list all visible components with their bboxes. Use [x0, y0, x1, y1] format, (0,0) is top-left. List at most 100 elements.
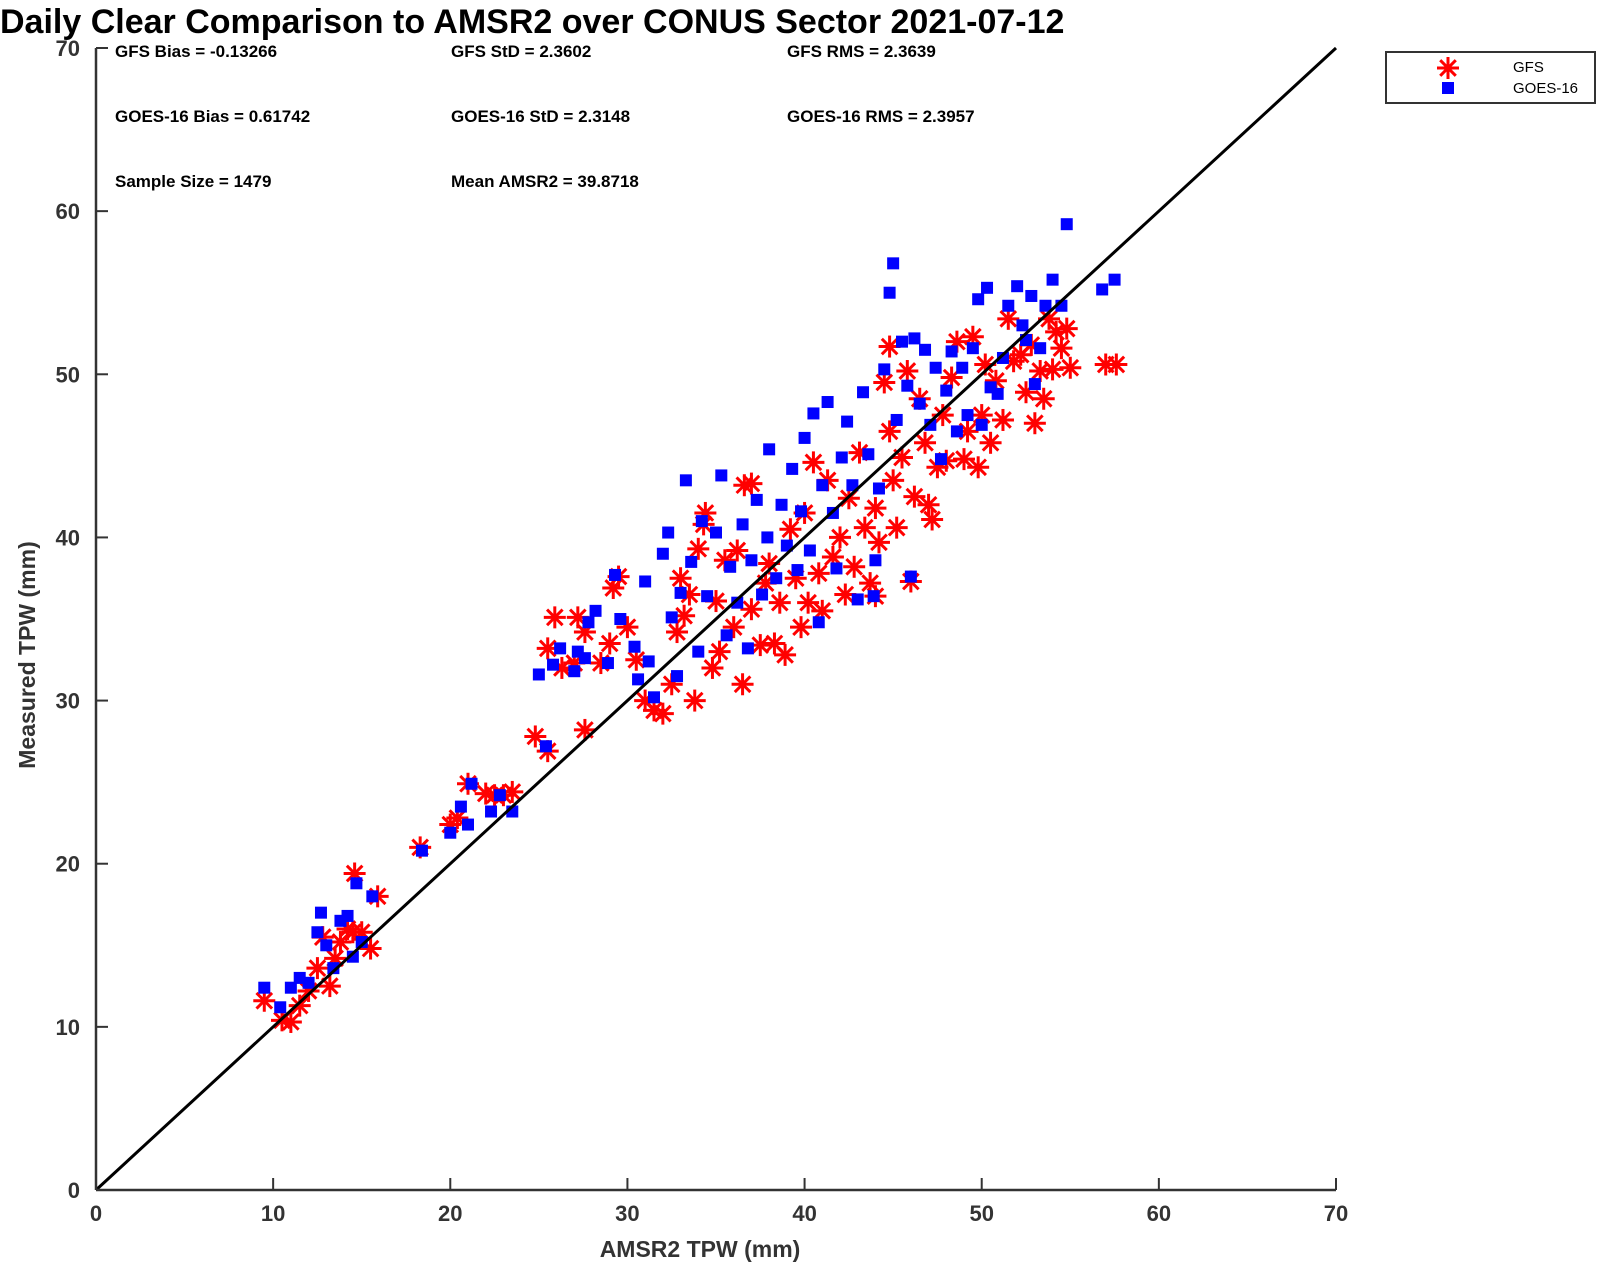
goes-point: [346, 950, 359, 963]
goes-point: [679, 474, 692, 487]
plot-points: [253, 218, 1128, 1033]
goes-point: [756, 588, 769, 601]
goes-point: [302, 976, 315, 989]
goes-point: [869, 554, 882, 567]
goes-point: [929, 361, 942, 374]
gfs-point: [953, 448, 975, 471]
goes-point: [724, 560, 737, 573]
gfs-point: [997, 307, 1020, 330]
goes-point: [1108, 273, 1121, 286]
goes-point: [665, 611, 678, 624]
goes-point: [589, 604, 602, 617]
goes-point: [614, 613, 627, 625]
y-tick-label: 0: [68, 1178, 80, 1203]
gfs-point: [1023, 412, 1046, 435]
goes-point: [924, 418, 937, 431]
gfs-point: [740, 472, 763, 495]
goes-point: [662, 526, 675, 539]
stat-text: Mean AMSR2 = 39.8718: [451, 172, 639, 191]
goes-point: [945, 345, 958, 358]
goes-point: [462, 818, 474, 831]
goes-point: [720, 629, 733, 642]
goes-point: [934, 453, 947, 466]
goes-point: [465, 777, 478, 790]
goes-point: [872, 482, 885, 495]
gfs-point: [573, 621, 596, 644]
goes-point: [956, 361, 969, 374]
goes-point: [741, 642, 754, 655]
goes-point: [763, 443, 776, 456]
goes-point: [770, 572, 783, 585]
goes-point: [904, 570, 917, 583]
goes-point: [311, 926, 324, 939]
gfs-point: [979, 431, 1002, 454]
goes-point: [715, 469, 728, 482]
x-tick-label: 50: [969, 1201, 993, 1226]
goes-point: [950, 425, 963, 438]
x-tick-label: 10: [261, 1201, 285, 1226]
goes-point: [750, 493, 763, 506]
goes-point: [1046, 273, 1059, 286]
goes-point: [816, 479, 829, 492]
goes-point: [327, 962, 340, 975]
goes-point: [568, 665, 581, 678]
stat-text: GFS StD = 2.3602: [451, 42, 591, 61]
y-axis-label: Measured TPW (mm): [14, 541, 40, 768]
gfs-point: [991, 408, 1014, 431]
goes-point: [314, 906, 327, 919]
goes-point: [601, 657, 614, 670]
goes-point: [745, 554, 758, 567]
stat-text: Sample Size = 1479: [115, 172, 271, 191]
goes-point: [415, 844, 428, 857]
gfs-point: [829, 526, 851, 549]
gfs-point: [1041, 358, 1064, 381]
legend-gfs-asterisk-icon: [1437, 57, 1459, 79]
gfs-point: [288, 994, 311, 1017]
stat-text: GOES-16 RMS = 2.3957: [787, 107, 975, 126]
goes-point: [857, 386, 870, 399]
goes-point: [695, 515, 708, 528]
gfs-point: [329, 931, 352, 954]
stat-text: GFS RMS = 2.3639: [787, 42, 936, 61]
gfs-point: [864, 497, 887, 520]
gfs-point: [867, 531, 890, 554]
gfs-point: [1055, 317, 1078, 340]
stat-text: GOES-16 StD = 2.3148: [451, 107, 630, 126]
gfs-point: [885, 516, 908, 539]
gfs-point: [1032, 387, 1055, 410]
gfs-point: [921, 508, 944, 531]
one-to-one-line: [94, 46, 1338, 1192]
gfs-point: [651, 702, 674, 725]
goes-point: [1011, 280, 1024, 293]
gfs-point: [807, 562, 830, 585]
x-tick-label: 40: [792, 1201, 816, 1226]
goes-point: [493, 789, 506, 802]
gfs-point: [882, 469, 905, 492]
gfs-point: [1059, 356, 1082, 379]
goes-point: [274, 1001, 287, 1014]
goes-point: [821, 396, 834, 409]
goes-point: [639, 575, 652, 588]
goes-point: [883, 286, 896, 299]
gfs-point: [598, 632, 621, 655]
x-tick-label: 20: [438, 1201, 462, 1226]
gfs-point: [318, 975, 341, 998]
gfs-point: [774, 643, 797, 666]
x-tick-label: 70: [1324, 1201, 1348, 1226]
goes-point: [896, 335, 908, 348]
gfs-point: [914, 431, 937, 454]
goes-point: [485, 805, 498, 818]
goes-point: [981, 281, 994, 294]
goes-point: [780, 539, 793, 552]
gfs-point: [768, 591, 791, 614]
goes-point: [444, 826, 457, 839]
gfs-point: [573, 718, 596, 741]
goes-point: [539, 740, 552, 753]
goes-point: [736, 518, 749, 531]
gfs-point: [543, 606, 566, 629]
goes-point: [887, 257, 900, 270]
goes-point: [578, 652, 591, 665]
gfs-point: [853, 516, 876, 539]
goes-point: [710, 526, 722, 539]
